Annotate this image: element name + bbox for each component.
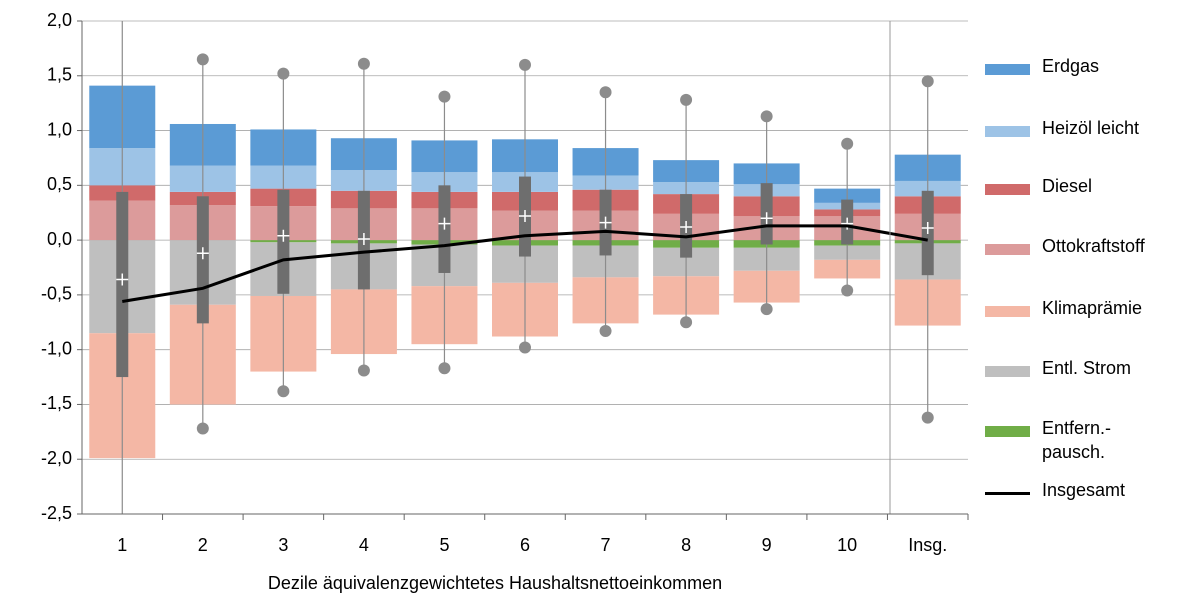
extreme-dot <box>680 316 693 329</box>
mean-marker <box>760 212 773 225</box>
box <box>277 189 290 294</box>
x-tick-label: 4 <box>359 535 369 555</box>
y-tick-label: -0,5 <box>41 284 72 304</box>
x-tick-label: Insg. <box>908 535 947 555</box>
extreme-dot <box>438 90 451 103</box>
y-tick-label: 2,0 <box>47 10 72 30</box>
extreme-dot <box>357 57 370 70</box>
legend-label: Entl. Strom <box>1042 358 1132 378</box>
x-tick-label: 1 <box>117 535 127 555</box>
mean-marker <box>921 222 934 235</box>
mean-marker <box>357 233 370 246</box>
x-tick-label: 2 <box>198 535 208 555</box>
legend-item: Heizöl leicht <box>985 118 1162 140</box>
y-tick-label: -1,5 <box>41 393 72 413</box>
legend-label: Erdgas <box>1042 56 1100 76</box>
x-tick-label: 8 <box>681 535 691 555</box>
legend-item: Entfern.-pausch. <box>985 418 1162 464</box>
x-tick-label: 6 <box>520 535 530 555</box>
legend-swatch <box>985 126 1030 137</box>
legend-item: Erdgas <box>985 56 1162 78</box>
mean-marker <box>116 273 129 286</box>
chart: Dezile äquivalenzgewichtetes Haushaltsne… <box>41 10 969 593</box>
extreme-dot <box>519 58 531 71</box>
legend-item: Ottokraftstoff <box>985 236 1162 258</box>
legend-item: Insgesamt <box>985 480 1162 502</box>
legend-swatch <box>985 244 1030 255</box>
mean-marker <box>196 247 209 260</box>
legend-label: Ottokraftstoff <box>1042 236 1145 256</box>
legend-label: Diesel <box>1042 176 1093 196</box>
x-axis-title: Dezile äquivalenzgewichtetes Haushaltsne… <box>268 573 722 593</box>
extreme-dot <box>357 364 370 377</box>
y-tick-label: 0,5 <box>47 174 72 194</box>
legend-item: Entl. Strom <box>985 358 1162 380</box>
legend-swatch <box>985 426 1030 437</box>
extreme-dot <box>599 86 612 99</box>
extreme-dot <box>680 93 693 106</box>
extreme-dot <box>277 385 290 398</box>
mean-marker <box>599 216 612 229</box>
extreme-dot <box>760 303 773 316</box>
extreme-dot <box>921 411 934 424</box>
mean-marker <box>438 217 451 230</box>
legend-item: Diesel <box>985 176 1162 198</box>
extreme-dot <box>921 75 934 88</box>
x-tick-label: 7 <box>601 535 611 555</box>
extreme-dot <box>841 137 854 150</box>
mean-marker <box>680 220 693 233</box>
extreme-dot <box>277 67 290 80</box>
legend-swatch <box>985 184 1030 195</box>
x-tick-label: 3 <box>278 535 288 555</box>
box <box>196 196 209 324</box>
legend-swatch <box>985 306 1030 317</box>
plot <box>89 21 961 514</box>
x-tick-label: 10 <box>837 535 857 555</box>
extreme-dot <box>196 53 209 66</box>
mean-marker <box>841 217 854 230</box>
extreme-dot <box>196 422 209 435</box>
extreme-dot <box>599 325 612 338</box>
extreme-dot <box>438 362 451 375</box>
mean-marker <box>519 210 531 223</box>
legend-label: Klimaprämie <box>1042 298 1143 318</box>
extreme-dot <box>519 341 531 354</box>
y-tick-label: 1,5 <box>47 65 72 85</box>
legend-label: Entfern.-pausch. <box>1042 418 1112 462</box>
extreme-dot <box>760 110 773 123</box>
y-tick-label: -2,0 <box>41 448 72 468</box>
y-tick-label: -1,0 <box>41 338 72 358</box>
legend-swatch <box>985 492 1030 495</box>
x-tick-label: 5 <box>439 535 449 555</box>
legend-swatch <box>985 64 1030 75</box>
x-tick-label: 9 <box>762 535 772 555</box>
line <box>122 224 928 303</box>
y-tick-label: 1,0 <box>47 119 72 139</box>
legend-label: Heizöl leicht <box>1042 118 1140 138</box>
y-tick-label: 0,0 <box>47 229 72 249</box>
legend-label: Insgesamt <box>1042 480 1126 500</box>
y-tick-label: -2,5 <box>41 503 72 523</box>
mean-marker <box>277 229 290 242</box>
legend-swatch <box>985 366 1030 377</box>
legend-item: Klimaprämie <box>985 298 1162 320</box>
extreme-dot <box>841 284 854 297</box>
